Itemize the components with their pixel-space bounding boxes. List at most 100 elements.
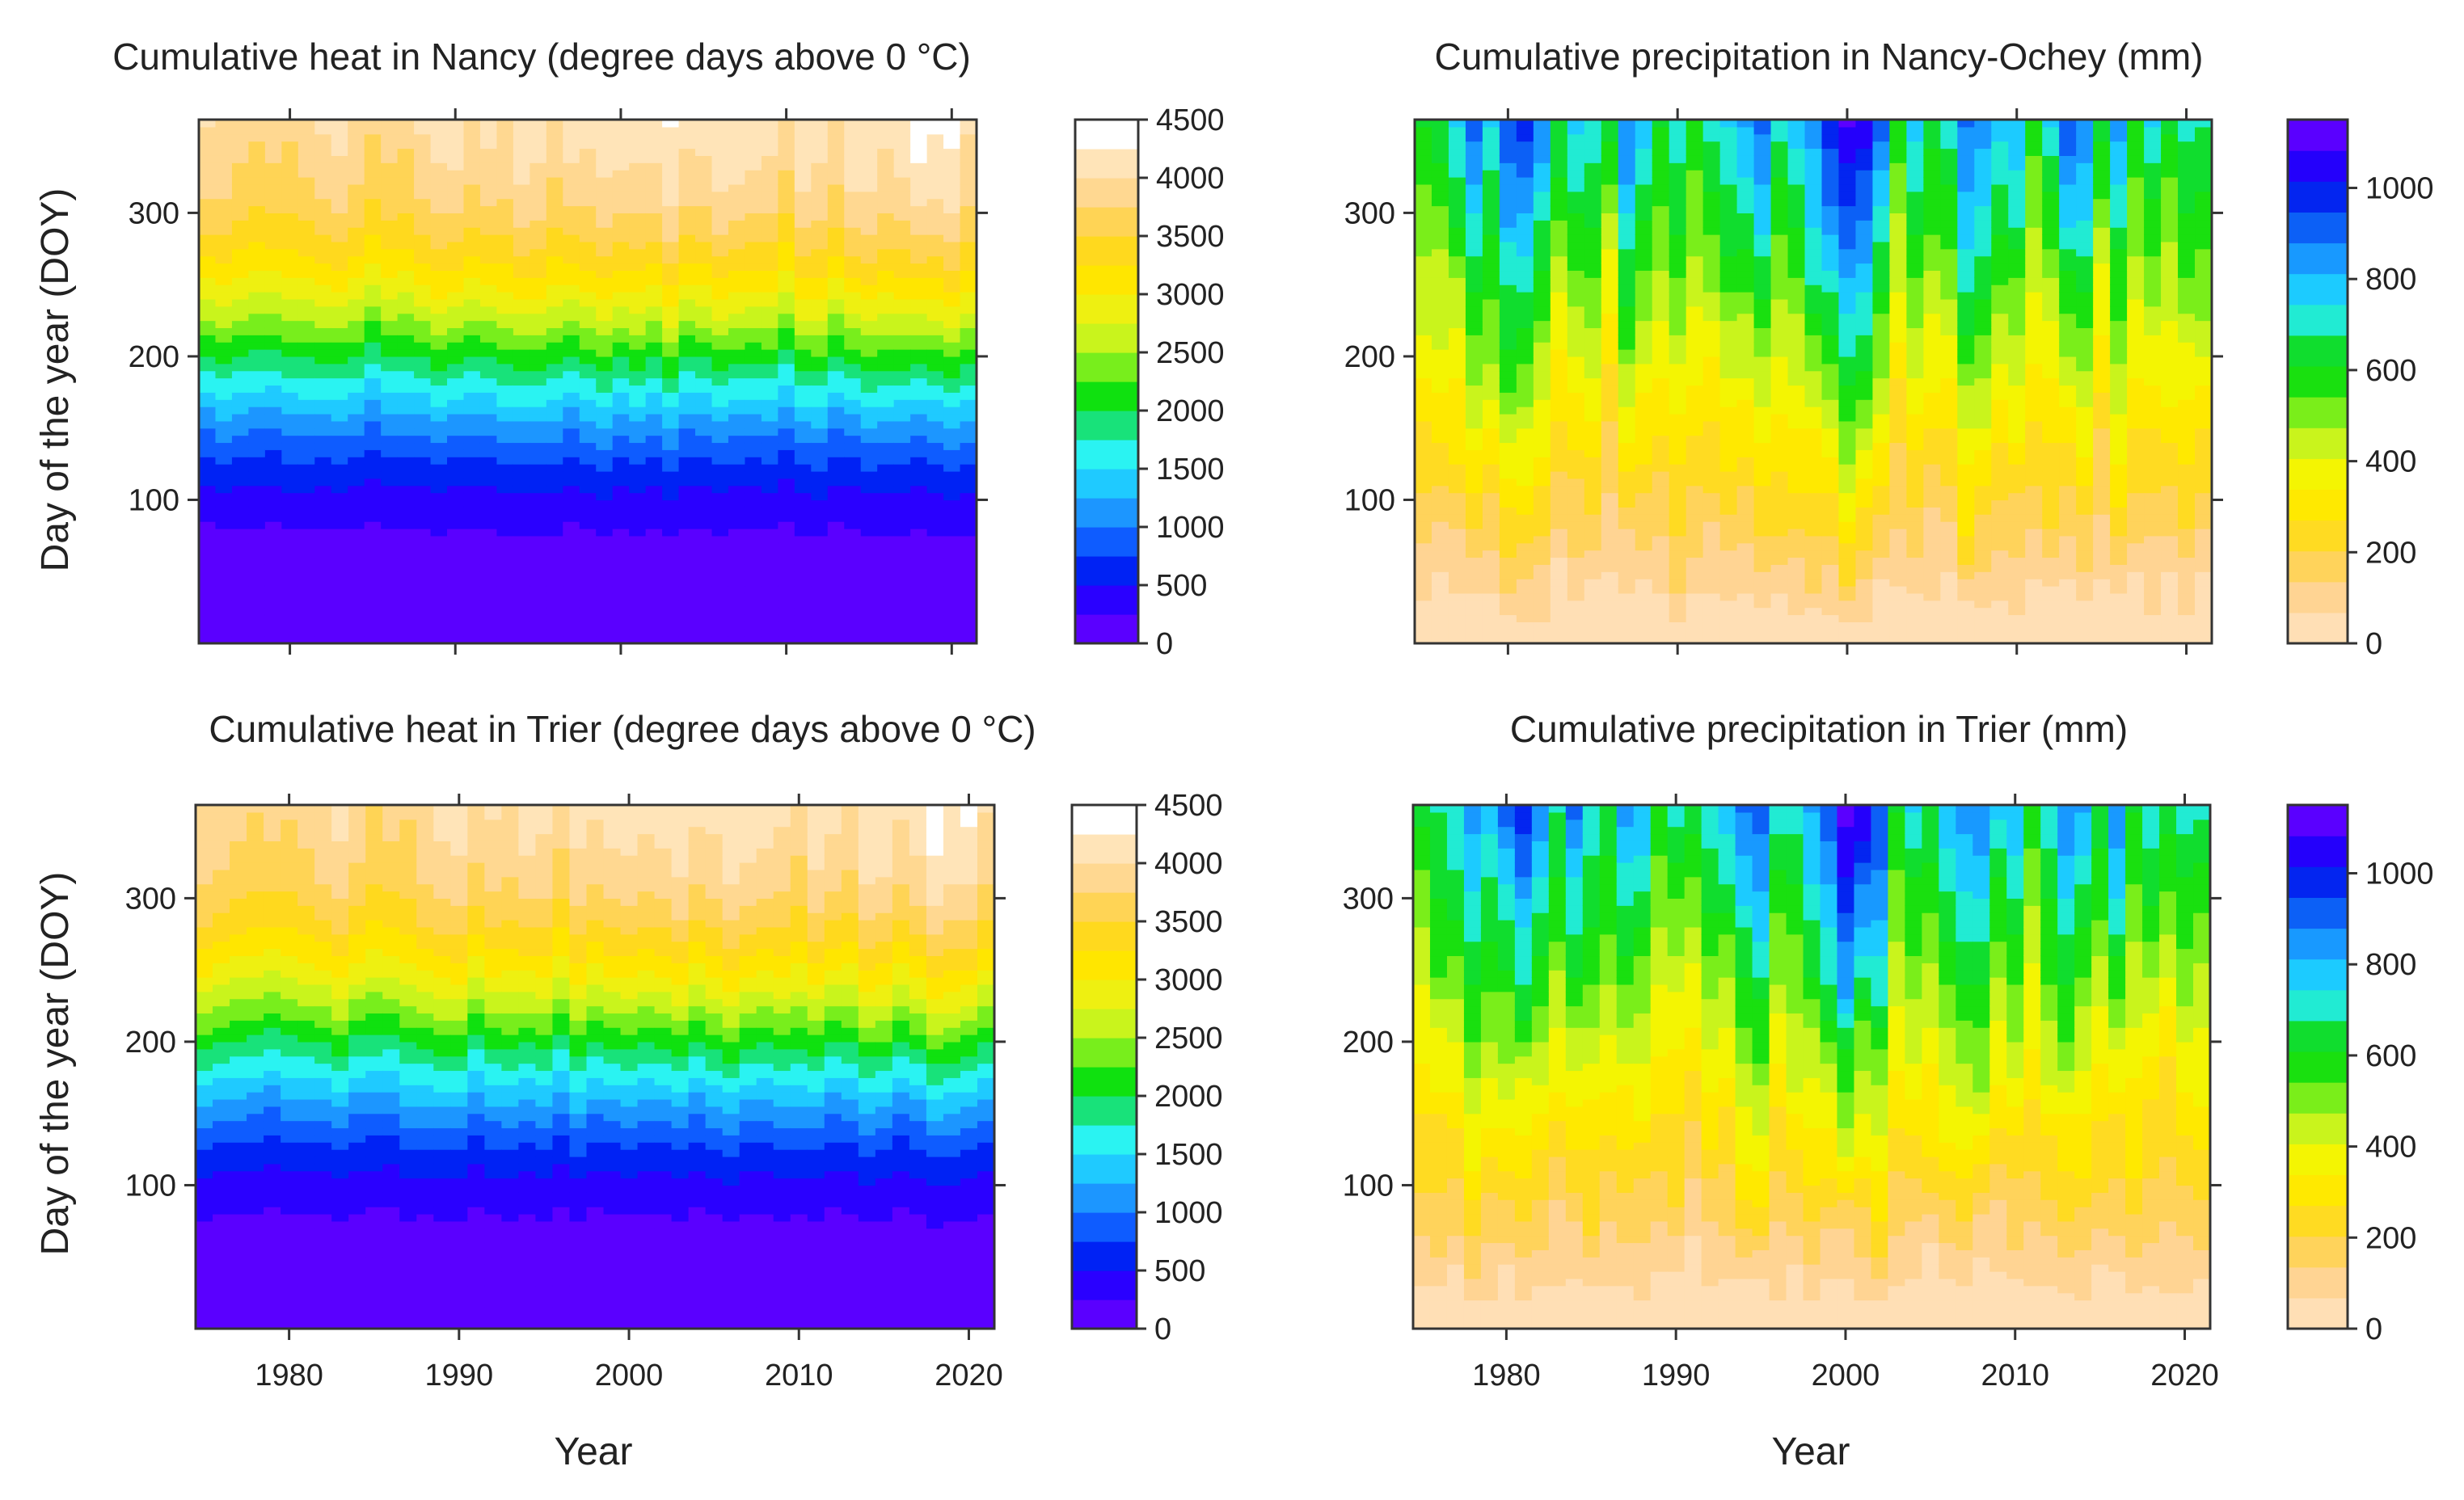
heatmap-cell bbox=[1499, 327, 1517, 335]
heatmap-cell bbox=[695, 320, 713, 329]
heatmap-cell bbox=[612, 557, 630, 565]
heatmap-cell bbox=[1499, 600, 1517, 609]
heatmap-cell bbox=[1702, 564, 1721, 572]
heatmap-cell bbox=[678, 399, 696, 407]
heatmap-cell bbox=[645, 263, 663, 272]
heatmap-cell bbox=[479, 385, 498, 393]
heatmap-cell bbox=[877, 213, 895, 221]
heatmap-cell bbox=[248, 492, 266, 501]
heatmap-cell bbox=[231, 227, 250, 235]
heatmap-cell bbox=[479, 255, 498, 264]
heatmap-cell bbox=[910, 120, 928, 128]
heatmap-cell bbox=[1550, 120, 1568, 128]
heatmap-cell bbox=[1601, 284, 1619, 293]
heatmap-cell bbox=[248, 198, 266, 207]
heatmap-cell bbox=[596, 248, 614, 257]
heatmap-cell bbox=[1516, 485, 1534, 494]
heatmap-cell bbox=[1448, 621, 1466, 630]
heatmap-cell bbox=[1465, 320, 1483, 329]
heatmap-cell bbox=[463, 407, 481, 415]
heatmap-cell bbox=[513, 177, 530, 185]
heatmap-cell bbox=[612, 198, 630, 207]
heatmap-cell bbox=[910, 313, 928, 322]
heatmap-cell bbox=[1652, 585, 1670, 594]
heatmap-cell bbox=[794, 141, 812, 150]
heatmap-cell bbox=[1533, 428, 1551, 436]
heatmap-cell bbox=[513, 550, 530, 558]
heatmap-cell bbox=[563, 305, 580, 314]
heatmap-cell bbox=[893, 263, 911, 272]
heatmap-cell bbox=[612, 629, 630, 637]
heatmap-cell bbox=[1431, 413, 1449, 422]
heatmap-cell bbox=[827, 435, 845, 444]
heatmap-cell bbox=[579, 377, 597, 386]
heatmap-cell bbox=[1465, 571, 1483, 579]
heatmap-cell bbox=[364, 385, 382, 393]
heatmap-cell bbox=[463, 478, 481, 487]
heatmap-cell bbox=[761, 141, 778, 150]
heatmap-cell bbox=[1736, 183, 1755, 192]
heatmap-cell bbox=[728, 499, 746, 508]
heatmap-cell bbox=[860, 435, 878, 444]
heatmap-cell bbox=[215, 327, 233, 335]
heatmap-cell bbox=[331, 564, 348, 572]
heatmap-cell bbox=[397, 399, 415, 407]
heatmap-cell bbox=[364, 420, 382, 429]
heatmap-cell bbox=[844, 133, 862, 142]
heatmap-cell bbox=[811, 607, 829, 616]
heatmap-cell bbox=[1448, 234, 1466, 242]
heatmap-cell bbox=[447, 356, 465, 364]
heatmap-cell bbox=[943, 155, 961, 163]
heatmap-cell bbox=[1652, 155, 1670, 163]
heatmap-cell bbox=[381, 449, 399, 457]
heatmap-cell bbox=[1550, 363, 1568, 372]
heatmap-cell bbox=[199, 399, 217, 407]
heatmap-cell bbox=[381, 435, 399, 444]
heatmap-cell bbox=[910, 600, 928, 609]
heatmap-cell bbox=[1652, 499, 1670, 508]
heatmap-cell bbox=[728, 183, 746, 192]
heatmap-cell bbox=[563, 191, 580, 200]
heatmap-cell bbox=[447, 248, 465, 257]
heatmap-cell bbox=[381, 629, 399, 637]
heatmap-cell bbox=[1567, 298, 1585, 307]
heatmap-cell bbox=[1584, 363, 1602, 372]
heatmap-cell bbox=[1618, 370, 1636, 379]
heatmap-cell bbox=[1415, 327, 1432, 335]
heatmap-cell bbox=[1499, 277, 1517, 285]
heatmap-cell bbox=[1652, 120, 1670, 128]
heatmap-cell bbox=[231, 133, 250, 142]
heatmap-cell bbox=[546, 126, 563, 135]
heatmap-cell bbox=[860, 191, 878, 200]
heatmap-cell bbox=[447, 542, 465, 551]
heatmap-cell bbox=[761, 420, 778, 429]
heatmap-cell bbox=[314, 629, 332, 637]
heatmap-cell bbox=[1584, 284, 1602, 293]
heatmap-cell bbox=[414, 470, 432, 479]
heatmap-cell bbox=[348, 284, 365, 293]
heatmap-cell bbox=[1482, 629, 1500, 637]
heatmap-cell bbox=[397, 442, 415, 450]
heatmap-cell bbox=[297, 126, 315, 135]
heatmap-cell bbox=[910, 413, 928, 422]
heatmap-cell bbox=[844, 385, 862, 393]
heatmap-cell bbox=[877, 629, 895, 637]
heatmap-cell bbox=[1533, 614, 1551, 622]
heatmap-cell bbox=[1584, 521, 1602, 529]
heatmap-cell bbox=[844, 263, 862, 272]
heatmap-cell bbox=[1635, 420, 1653, 429]
heatmap-cell bbox=[1736, 413, 1755, 422]
heatmap-cell bbox=[331, 399, 348, 407]
heatmap-cell bbox=[1601, 485, 1619, 494]
heatmap-cell bbox=[678, 320, 696, 329]
heatmap-cell bbox=[827, 241, 845, 250]
heatmap-cell bbox=[563, 535, 580, 544]
heatmap-cell bbox=[264, 614, 282, 622]
heatmap-cell bbox=[1533, 579, 1551, 587]
heatmap-cell bbox=[596, 292, 614, 300]
heatmap-cell bbox=[297, 327, 315, 335]
heatmap-cell bbox=[563, 435, 580, 444]
heatmap-cell bbox=[1736, 213, 1755, 221]
heatmap-cell bbox=[463, 263, 481, 272]
heatmap-cell bbox=[695, 428, 713, 436]
